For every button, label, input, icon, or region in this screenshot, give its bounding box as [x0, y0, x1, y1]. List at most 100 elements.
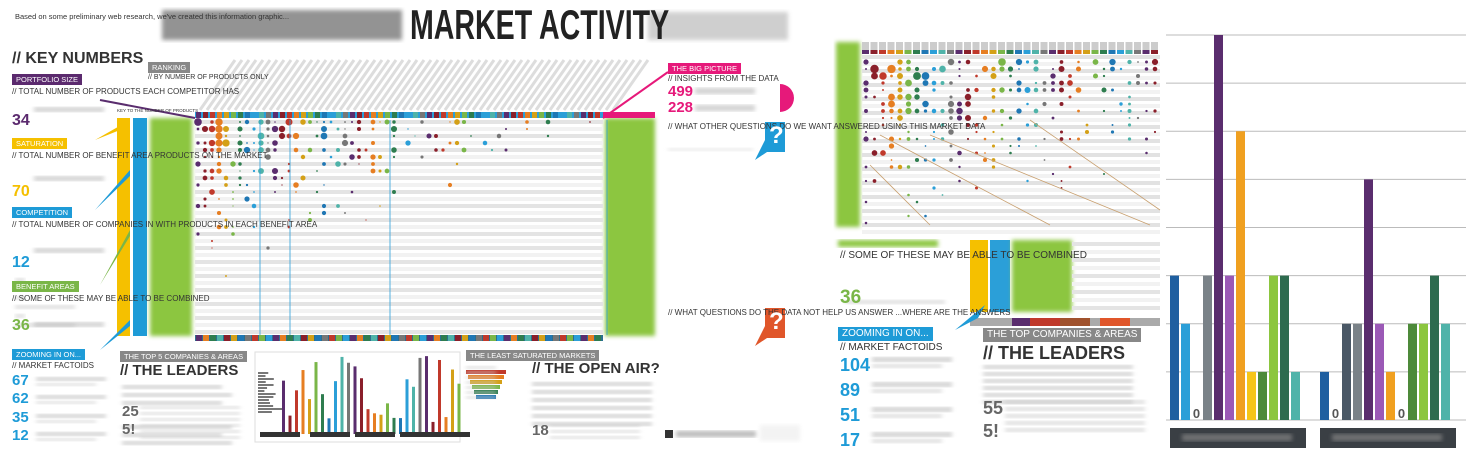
- shape: [431, 421, 435, 434]
- shape: [258, 411, 272, 413]
- deco-dot: [490, 148, 494, 152]
- shape: [872, 407, 952, 412]
- deco-line: [597, 59, 636, 111]
- pointer: [95, 170, 130, 210]
- deco-dot: [1060, 180, 1063, 182]
- shape: [334, 381, 337, 434]
- shape: [972, 50, 980, 54]
- shape: [872, 364, 942, 368]
- deco-dot: [907, 130, 910, 134]
- deco-line: [380, 59, 419, 111]
- shape: [930, 50, 937, 54]
- deco-dot: [1127, 109, 1132, 113]
- deco-dot: [1009, 74, 1012, 78]
- deco-dot: [405, 140, 411, 146]
- deco-dot: [864, 130, 868, 134]
- section-tag: THE TOP 5 COMPANIES & AREAS: [120, 351, 248, 362]
- section-text: // SOME OF THESE MAY BE ABLE TO BE COMBI…: [840, 250, 1087, 261]
- deco-dot: [357, 127, 361, 131]
- deco-dot: [907, 193, 910, 197]
- deco-dot: [897, 164, 903, 170]
- deco-dot: [202, 147, 208, 153]
- deco-dot: [329, 120, 333, 124]
- shape: [392, 112, 397, 118]
- shape: [350, 112, 355, 118]
- deco-dot: [434, 134, 438, 138]
- shape: [862, 42, 869, 50]
- shape: [195, 295, 603, 299]
- shape: [872, 389, 942, 393]
- shape: [122, 401, 222, 405]
- shape: [15, 305, 75, 309]
- deco-dot: [1127, 123, 1132, 127]
- deco-dot: [924, 214, 927, 218]
- deco-dot: [316, 121, 318, 123]
- deco-dot: [932, 158, 936, 162]
- deco-dot: [258, 140, 264, 146]
- shape: [258, 372, 269, 374]
- deco-dot: [982, 157, 988, 163]
- deco-dot: [982, 115, 988, 121]
- deco-dot: [1120, 110, 1122, 112]
- deco-dot: [983, 137, 987, 141]
- shape: [1125, 42, 1133, 50]
- shape: [469, 335, 475, 341]
- factoid-number: 12: [12, 427, 29, 444]
- section-tag: ZOOMING IN ON...: [838, 327, 933, 341]
- deco-dot: [975, 74, 978, 78]
- shape: [476, 112, 481, 118]
- deco-line: [359, 59, 398, 111]
- value-label: 0: [1398, 406, 1405, 421]
- pie: [780, 84, 794, 112]
- shape: [466, 381, 496, 384]
- shape: [955, 50, 963, 54]
- deco-dot: [243, 146, 251, 154]
- deco-dot: [1110, 130, 1115, 134]
- section-title: // THE OPEN AIR?: [532, 360, 660, 377]
- shape: [195, 253, 603, 257]
- deco-dot: [210, 176, 214, 180]
- shape: [122, 433, 222, 437]
- deco-line: [366, 59, 405, 111]
- deco-dot: [336, 148, 340, 152]
- shape: [466, 386, 496, 389]
- shape: [983, 379, 1133, 383]
- deco-dot: [232, 205, 234, 207]
- deco-dot: [913, 72, 921, 80]
- deco-dot: [308, 120, 312, 124]
- deco-dot: [203, 141, 207, 145]
- deco-dot: [447, 182, 453, 188]
- shape: [308, 112, 313, 118]
- shape: [887, 50, 895, 54]
- shape: [399, 335, 405, 341]
- shape: [955, 42, 963, 50]
- shape: [36, 420, 96, 423]
- deco-dot: [196, 127, 200, 131]
- shape: [273, 335, 279, 341]
- deco-dot: [907, 214, 910, 218]
- deco-dot: [244, 196, 250, 202]
- deco-dot: [215, 118, 223, 126]
- deco-line: [929, 134, 1151, 226]
- shape: [1072, 298, 1160, 302]
- shape: [301, 335, 307, 341]
- deco-line: [317, 59, 356, 111]
- deco-dot: [545, 119, 551, 125]
- deco-dot: [238, 183, 242, 187]
- shape: [595, 112, 600, 118]
- factoid-number: 67: [12, 372, 29, 389]
- deco-dot: [321, 210, 327, 216]
- shape: [483, 335, 489, 341]
- deco-dot: [232, 198, 234, 200]
- deco-dot: [965, 101, 971, 107]
- leader-number: 5!: [983, 421, 1000, 441]
- deco-dot: [258, 147, 264, 153]
- shape: [308, 335, 314, 341]
- deco-dot: [378, 155, 382, 159]
- shape: [1182, 434, 1292, 441]
- section-text: // SOME OF THESE MAY BE ABLE TO BE COMBI…: [12, 294, 210, 303]
- deco-dot: [1119, 67, 1123, 71]
- shape: [581, 112, 586, 118]
- bar: [1214, 35, 1223, 420]
- deco-dot: [1018, 68, 1020, 70]
